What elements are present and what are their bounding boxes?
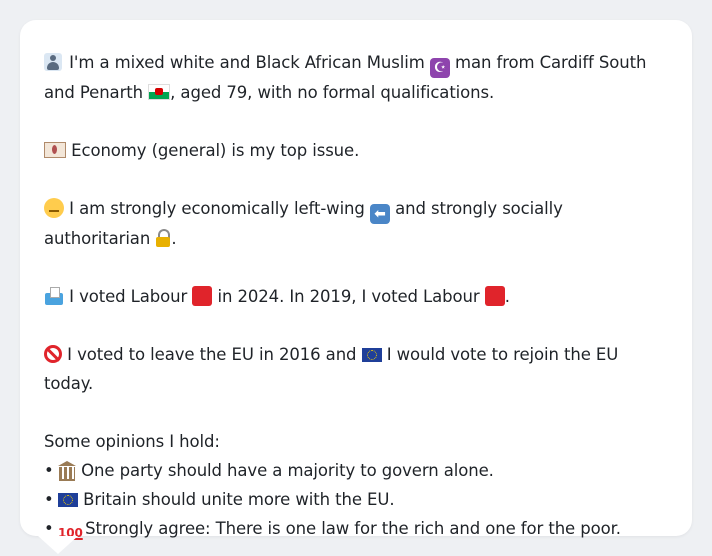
top-issue-line: Economy (general) is my top issue. xyxy=(44,136,668,165)
eu-vote-line: I voted to leave the EU in 2016 and I wo… xyxy=(44,340,668,398)
bullet: • xyxy=(44,519,54,538)
opinion-text: Britain should unite more with the EU. xyxy=(83,490,395,509)
bullet: • xyxy=(44,461,54,480)
demographics-text-b: man from Cardiff South and Penarth xyxy=(44,53,647,102)
ideology-line: I am strongly economically left-wing ⬅ a… xyxy=(44,194,668,253)
ideology-text-c: . xyxy=(171,229,177,248)
opinions-list: • One party should have a majority to go… xyxy=(44,456,668,543)
thinking-face-icon xyxy=(44,198,64,218)
list-item: • Britain should unite more with the EU. xyxy=(44,485,668,514)
vote-history-line: I voted Labour in 2024. In 2019, I voted… xyxy=(44,282,668,311)
vote-text-b: in 2024. In 2019, I voted Labour xyxy=(217,287,480,306)
left-arrow-icon: ⬅ xyxy=(369,204,390,224)
list-item: • 100 Strongly agree: There is one law fo… xyxy=(44,514,668,543)
ideology-text-b: and strongly socially authoritarian xyxy=(44,199,563,248)
vote-text-c: . xyxy=(504,287,510,306)
demographics-text-c: , aged 79, with no formal qualifications… xyxy=(170,83,495,102)
persona-card: I'm a mixed white and Black African Musl… xyxy=(20,20,692,540)
lock-icon xyxy=(155,229,171,247)
vote-text-a: I voted Labour xyxy=(69,287,188,306)
prohibited-icon xyxy=(44,345,62,363)
eu-text-b: I would vote to rejoin the EU today. xyxy=(44,345,619,393)
eu-flag-icon xyxy=(58,493,78,507)
list-item: • One party should have a majority to go… xyxy=(44,456,668,485)
opinion-text: Strongly agree: There is one law for the… xyxy=(85,519,621,538)
bullet: • xyxy=(44,490,54,509)
star-and-crescent-icon: ☪ xyxy=(429,58,450,78)
eu-text-a: I voted to leave the EU in 2016 and xyxy=(67,345,357,364)
red-square-icon xyxy=(192,286,213,306)
money-icon xyxy=(44,142,66,158)
red-square-icon xyxy=(484,286,505,306)
demographics-text-a: I'm a mixed white and Black African Musl… xyxy=(69,53,425,72)
eu-flag-icon xyxy=(361,348,382,362)
top-issue-text: Economy (general) is my top issue. xyxy=(71,141,360,160)
person-icon xyxy=(44,53,62,71)
wales-flag-icon xyxy=(148,84,171,100)
demographics-line: I'm a mixed white and Black African Musl… xyxy=(44,48,668,107)
opinion-text: One party should have a majority to gove… xyxy=(81,461,494,480)
ideology-text-a: I am strongly economically left-wing xyxy=(69,199,365,218)
classical-building-icon xyxy=(58,461,76,481)
speech-bubble-tail xyxy=(38,536,78,554)
ballot-box-icon xyxy=(44,287,64,305)
opinions-heading: Some opinions I hold: xyxy=(44,432,220,451)
